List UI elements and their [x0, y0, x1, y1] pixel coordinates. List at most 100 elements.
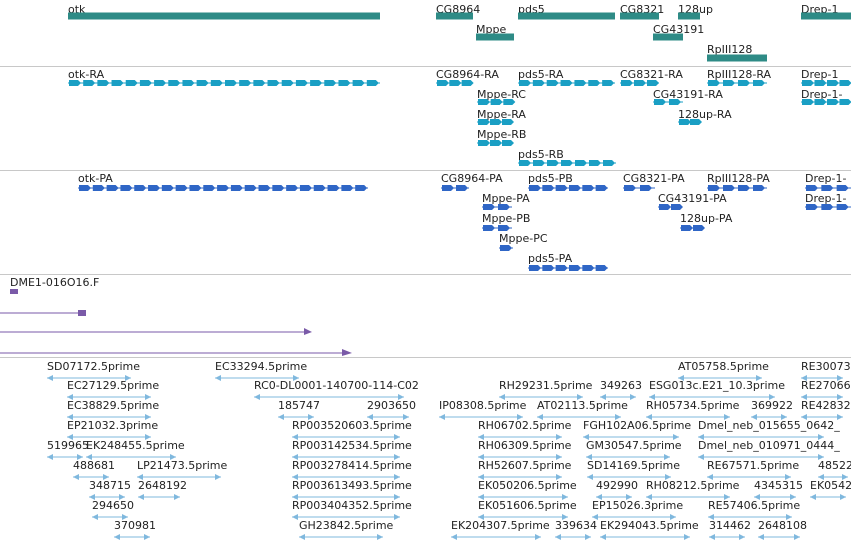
transcript-feature[interactable] — [518, 79, 617, 87]
cdna-label[interactable]: RH29231.5prime — [499, 379, 593, 392]
cdna-feature[interactable] — [478, 454, 562, 460]
cdna-label[interactable]: IP08308.5prime — [439, 399, 527, 412]
cdna-feature[interactable] — [709, 534, 745, 540]
cdna-feature[interactable] — [89, 494, 125, 500]
cdna-label[interactable]: RH52607.5prime — [478, 459, 572, 472]
cdna-label[interactable]: 185747 — [278, 399, 320, 412]
cdna-feature[interactable] — [600, 534, 690, 540]
transcript-feature[interactable] — [620, 79, 661, 87]
cdna-feature[interactable] — [67, 414, 151, 420]
cdna-feature[interactable] — [678, 375, 762, 381]
gene-feature[interactable] — [801, 12, 851, 20]
transcript-feature[interactable] — [477, 98, 517, 106]
protein-feature[interactable] — [707, 184, 769, 192]
cdna-feature[interactable] — [818, 474, 848, 480]
cdna-feature[interactable] — [47, 454, 83, 460]
protein-label[interactable]: RpIII128-PA — [707, 172, 770, 185]
cdna-feature[interactable] — [292, 454, 400, 460]
cdna-label[interactable]: GM30547.5prime — [586, 439, 682, 452]
cdna-label[interactable]: 370981 — [114, 519, 156, 532]
transcript-label[interactable]: 128up-RA — [678, 108, 732, 121]
cdna-feature[interactable] — [586, 454, 670, 460]
cdna-label[interactable]: RP003520603.5prime — [292, 419, 412, 432]
cdna-label[interactable]: RH06309.5prime — [478, 439, 572, 452]
cdna-feature[interactable] — [751, 414, 787, 420]
cdna-label[interactable]: AT02113.5prime — [537, 399, 628, 412]
protein-feature[interactable] — [482, 224, 514, 232]
cdna-feature[interactable] — [439, 414, 523, 420]
cdna-feature[interactable] — [649, 394, 775, 400]
cdna-label[interactable]: RP003142534.5prime — [292, 439, 412, 452]
cdna-feature[interactable] — [587, 474, 671, 480]
cdna-label[interactable]: EK248455.5prime — [86, 439, 185, 452]
transcript-label[interactable]: Mppe-RC — [477, 88, 526, 101]
cdna-label[interactable]: RE30073 — [801, 360, 851, 373]
gene-feature[interactable] — [476, 33, 516, 41]
cdna-feature[interactable] — [801, 414, 843, 420]
cdna-label[interactable]: EK294043.5prime — [600, 519, 699, 532]
cdna-feature[interactable] — [292, 494, 400, 500]
protein-label[interactable]: CG8321-PA — [623, 172, 685, 185]
protein-feature[interactable] — [805, 203, 851, 211]
cdna-feature[interactable] — [537, 414, 621, 420]
transcript-feature[interactable] — [678, 118, 702, 126]
cdna-label[interactable]: 369922 — [751, 399, 793, 412]
cdna-label[interactable]: EC38829.5prime — [67, 399, 160, 412]
transcript-label[interactable]: CG43191-RA — [653, 88, 723, 101]
cdna-feature[interactable] — [600, 394, 636, 400]
gene-label[interactable]: RpIII128 — [707, 43, 753, 56]
cdna-label[interactable]: RC0-DL0001-140700-114-C02 — [254, 379, 419, 392]
cdna-label[interactable]: RP003613493.5prime — [292, 479, 412, 492]
cdna-label[interactable]: RH05734.5prime — [646, 399, 740, 412]
cdna-label[interactable]: 2648108 — [758, 519, 807, 532]
cdna-feature[interactable] — [707, 474, 791, 480]
gene-feature[interactable] — [707, 54, 769, 62]
cdna-label[interactable]: EC33294.5prime — [215, 360, 308, 373]
cdna-label[interactable]: Dmel_neb_010971_0444_ — [698, 439, 840, 452]
transcript-feature[interactable] — [518, 159, 618, 167]
cdna-label[interactable]: EP15026.3prime — [592, 499, 684, 512]
gene-feature[interactable] — [436, 12, 475, 20]
transcript-label[interactable]: CG8321-RA — [620, 68, 683, 81]
protein-feature[interactable] — [658, 203, 684, 211]
protein-label[interactable]: pds5-PA — [528, 252, 573, 265]
protein-label[interactable]: 128up-PA — [680, 212, 733, 225]
transcript-feature[interactable] — [801, 79, 851, 87]
protein-feature[interactable] — [623, 184, 657, 192]
cdna-label[interactable]: 314462 — [709, 519, 751, 532]
cdna-label[interactable]: SD07172.5prime — [47, 360, 140, 373]
transcript-feature[interactable] — [801, 98, 851, 106]
transcript-label[interactable]: pds5-RA — [518, 68, 564, 81]
cdna-label[interactable]: EK050206.5prime — [478, 479, 577, 492]
cdna-label[interactable]: RE27066 — [801, 379, 851, 392]
cdna-feature[interactable] — [367, 414, 409, 420]
cdna-label[interactable]: 2648192 — [138, 479, 187, 492]
cdna-label[interactable]: 2903650 — [367, 399, 416, 412]
gene-feature[interactable] — [653, 33, 685, 41]
protein-feature[interactable] — [78, 184, 370, 192]
cdna-feature[interactable] — [73, 474, 109, 480]
cdna-label[interactable]: 48522 — [818, 459, 851, 472]
cdna-feature[interactable] — [254, 394, 404, 400]
cdna-feature[interactable] — [810, 494, 846, 500]
transcript-label[interactable]: pds5-RB — [518, 148, 564, 161]
cdna-feature[interactable] — [754, 494, 796, 500]
protein-label[interactable]: otk-PA — [78, 172, 113, 185]
gene-label[interactable]: Mppe — [476, 23, 507, 36]
cdna-feature[interactable] — [555, 534, 591, 540]
cdna-label[interactable]: SD14169.5prime — [587, 459, 680, 472]
cdna-feature[interactable] — [801, 394, 843, 400]
cdna-feature[interactable] — [292, 434, 400, 440]
protein-feature[interactable] — [528, 184, 610, 192]
cdna-feature[interactable] — [596, 494, 632, 500]
cdna-label[interactable]: EK051606.5prime — [478, 499, 577, 512]
cdna-feature[interactable] — [47, 375, 131, 381]
cdna-feature[interactable] — [451, 534, 541, 540]
cdna-label[interactable]: EC27129.5prime — [67, 379, 160, 392]
cdna-label[interactable]: RE67571.5prime — [707, 459, 800, 472]
cdna-label[interactable]: RP003278414.5prime — [292, 459, 412, 472]
cdna-feature[interactable] — [499, 394, 583, 400]
protein-label[interactable]: Drep-1- — [805, 172, 847, 185]
cdna-feature[interactable] — [478, 474, 562, 480]
protein-label[interactable]: Mppe-PA — [482, 192, 530, 205]
